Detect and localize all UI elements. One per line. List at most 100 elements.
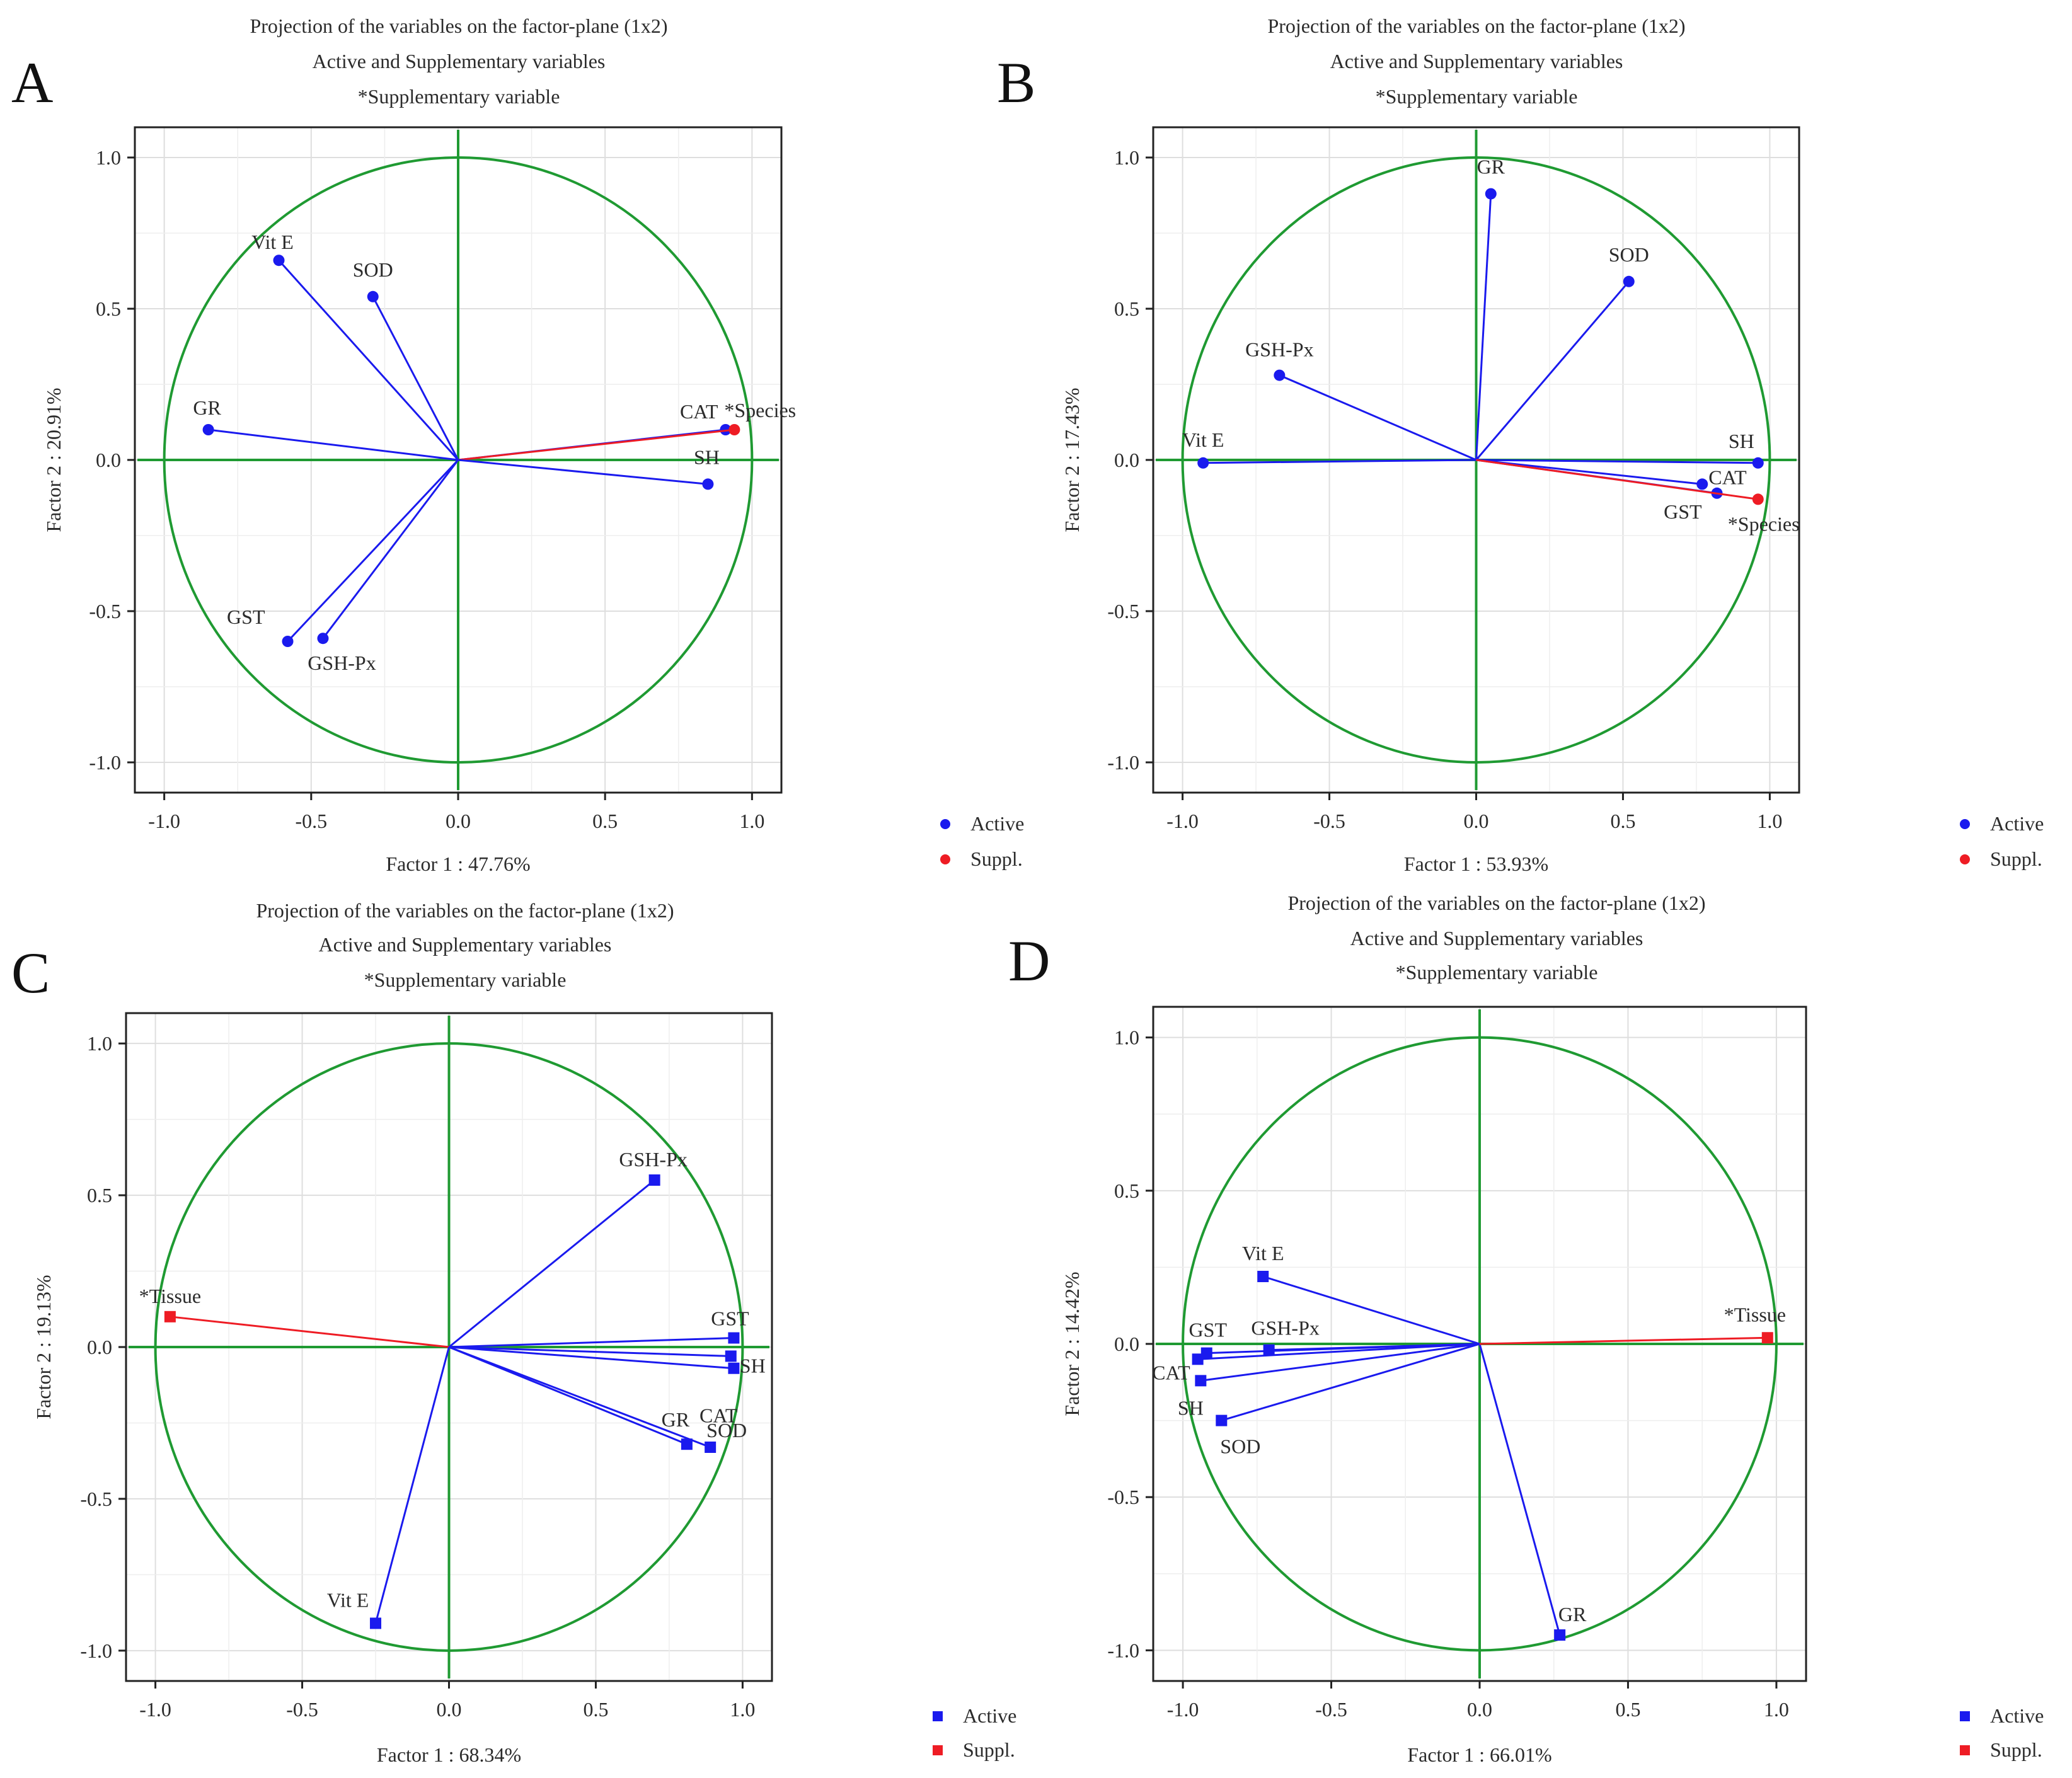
vector-line (1221, 1343, 1480, 1422)
legend-suppl-label: Suppl. (1990, 847, 2042, 870)
x-tick-label: 1.0 (1764, 1698, 1789, 1721)
vector-line (1479, 1336, 1768, 1345)
y-tick-label: 1.0 (87, 1032, 112, 1055)
x-tick-label: 0.0 (446, 810, 471, 832)
panel-letter: A (11, 50, 53, 115)
point-label: Vit E (1182, 428, 1224, 451)
point-label: SOD (353, 258, 393, 281)
point-label: GR (1558, 1603, 1587, 1626)
data-point (1623, 275, 1635, 287)
x-tick-label: -0.5 (286, 1698, 318, 1721)
point-label: *Species (724, 399, 796, 422)
panel-letter: D (1008, 929, 1050, 993)
chart-title: Projection of the variables on the facto… (256, 899, 674, 922)
x-tick-label: 0.5 (592, 810, 618, 832)
panel-a: A Projection of the variables on the fact… (11, 14, 1024, 875)
legend-suppl-marker (940, 854, 950, 864)
chart-title: Projection of the variables on the facto… (1267, 14, 1685, 37)
legend-active-label: Active (1990, 812, 2044, 835)
point-label: SH (740, 1354, 766, 1377)
vector-line (448, 1179, 655, 1348)
y-tick-label: 0.0 (96, 449, 121, 471)
data-point (728, 1362, 740, 1374)
x-axis-label: Factor 1 : 66.01% (1407, 1743, 1551, 1766)
point-label: *Tissue (1724, 1303, 1786, 1326)
x-tick-label: -1.0 (148, 810, 180, 832)
data-point (164, 1311, 176, 1322)
legend-active-label: Active (1990, 1704, 2044, 1727)
vector-line (208, 428, 459, 461)
y-tick-label: 0.0 (1114, 1333, 1139, 1355)
x-tick-label: -0.5 (295, 810, 327, 832)
data-point (1485, 188, 1497, 200)
point-label: CAT (680, 400, 718, 423)
data-point (1195, 1375, 1207, 1387)
y-tick-label: -0.5 (80, 1488, 112, 1510)
y-tick-label: -0.5 (1107, 600, 1139, 622)
point-label: SH (1178, 1396, 1204, 1419)
vector-line (1279, 374, 1477, 461)
legend-active-marker (940, 819, 950, 829)
data-point (367, 290, 379, 302)
data-point (317, 633, 329, 645)
data-point (282, 636, 294, 647)
data-point (648, 1174, 660, 1186)
legend-suppl-label: Suppl. (963, 1738, 1015, 1761)
data-point (1752, 457, 1764, 469)
panel-d: D Projection of the variables on the fact… (1008, 892, 2044, 1766)
legend-active-marker (933, 1711, 943, 1721)
chart-title: Projection of the variables on the facto… (250, 14, 667, 37)
data-point (725, 1350, 737, 1362)
data-point (1274, 369, 1286, 381)
data-point (720, 424, 732, 435)
y-tick-label: -1.0 (1107, 751, 1139, 774)
vector-line (449, 1346, 734, 1370)
y-tick-label: 0.5 (87, 1184, 112, 1207)
data-point (705, 1442, 717, 1453)
point-label: GSH-Px (619, 1148, 687, 1171)
y-tick-label: 1.0 (96, 146, 121, 169)
x-axis-label: Factor 1 : 68.34% (377, 1743, 521, 1766)
point-label: GST (1664, 500, 1702, 523)
x-tick-label: 1.0 (1757, 810, 1782, 832)
data-point (1554, 1629, 1566, 1641)
vector-line (1475, 280, 1630, 461)
x-tick-label: -1.0 (1167, 1698, 1199, 1721)
data-point (728, 424, 740, 435)
y-tick-label: 0.0 (87, 1336, 112, 1358)
vector-line (170, 1316, 449, 1348)
legend-suppl-label: Suppl. (970, 847, 1023, 870)
x-tick-label: 0.5 (1610, 810, 1635, 832)
vector-line (448, 1346, 711, 1448)
data-point (1200, 1347, 1212, 1359)
data-point (1257, 1271, 1269, 1282)
data-point (202, 424, 214, 435)
point-label: *Tissue (139, 1285, 201, 1307)
y-axis-label: Factor 2 : 14.42% (1061, 1271, 1083, 1416)
point-label: SH (1729, 430, 1754, 452)
panel-b: B Projection of the variables on the fact… (997, 14, 2044, 875)
data-point (1192, 1353, 1204, 1365)
x-tick-label: -0.5 (1315, 1698, 1347, 1721)
y-tick-label: 0.5 (1114, 297, 1139, 320)
vector-line (1476, 459, 1758, 464)
vector-line (458, 428, 735, 461)
panel-letter: B (997, 50, 1035, 115)
y-tick-label: -1.0 (1107, 1639, 1139, 1661)
data-point (681, 1438, 693, 1450)
x-axis-label: Factor 1 : 47.76% (386, 852, 530, 875)
y-tick-label: -1.0 (89, 751, 121, 774)
point-label: GST (711, 1307, 749, 1330)
chart-title: *Supplementary variable (1376, 85, 1578, 108)
x-tick-label: 1.0 (739, 810, 764, 832)
point-label: CAT (1152, 1361, 1190, 1384)
x-tick-label: 0.0 (1467, 1698, 1492, 1721)
point-label: SOD (706, 1419, 747, 1442)
vector-line (1475, 193, 1492, 461)
legend-suppl-marker (1960, 1745, 1970, 1755)
y-axis-label: Factor 2 : 19.13% (32, 1275, 55, 1419)
data-point (1263, 1344, 1275, 1356)
point-label: SOD (1609, 243, 1649, 266)
x-tick-label: 0.0 (437, 1698, 462, 1721)
point-label: CAT (699, 1404, 738, 1427)
